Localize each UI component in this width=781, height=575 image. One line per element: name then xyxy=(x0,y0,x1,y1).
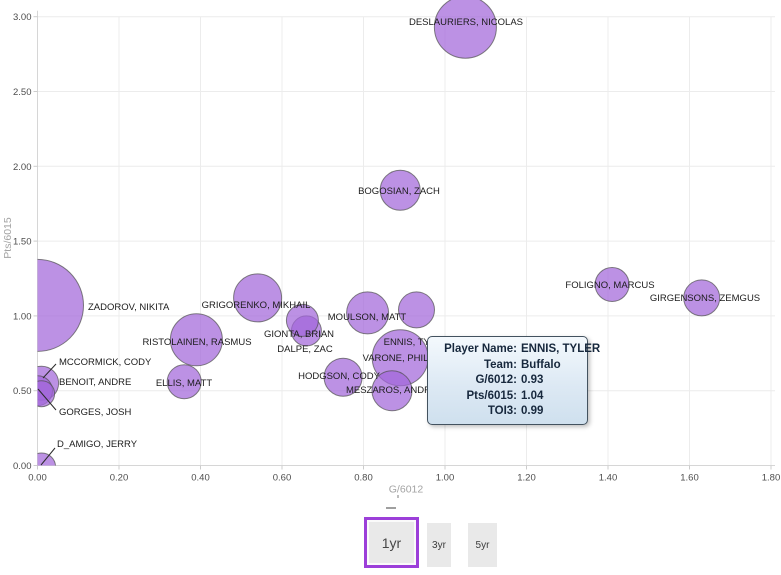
bubble-label: BOGOSIAN, ZACH xyxy=(358,186,440,197)
y-axis-title: Pts/6015 xyxy=(2,217,14,259)
bubble-gionta-brian[interactable] xyxy=(285,303,319,337)
bubble-moulson-matt[interactable] xyxy=(346,291,390,335)
bubble-ellis-matt[interactable] xyxy=(166,364,202,400)
bubble-label: HODGSON, CODY xyxy=(298,371,380,382)
bubble-label: GIONTA, BRIAN xyxy=(264,329,334,340)
axis-ticks: 0.00 0.20 0.40 0.60 0.80 1.00 1.20 1.40 1.60 1.80… xyxy=(13,12,780,483)
tooltip-value: ENNIS, TYLER xyxy=(521,343,601,355)
bubble-ennis-tyler[interactable] xyxy=(398,291,435,329)
y-tick-label: 0.50 xyxy=(13,386,32,397)
bubble-deslauriers-nicolas[interactable] xyxy=(433,0,497,59)
tooltip-row: Team: Buffalo xyxy=(433,358,580,374)
x-tick-label: 0.80 xyxy=(354,473,373,484)
bubble-meszaros-andrej[interactable] xyxy=(371,370,413,412)
bubble-label: GRIGORENKO, MIKHAIL xyxy=(202,300,311,311)
leader-lines xyxy=(37,363,57,466)
gridlines xyxy=(37,16,775,466)
x-tick-label: 0.40 xyxy=(191,473,210,484)
tooltip-label: Pts/6015: xyxy=(466,389,517,402)
tooltip-value: 0.93 xyxy=(521,374,544,387)
y-tick-label: 1.50 xyxy=(13,237,32,248)
bubble-girgensons-zemgus[interactable] xyxy=(683,279,721,317)
bubble-labels: ZADOROV, NIKITA DESLAURIERS, NICOLAS BOGOS… xyxy=(57,17,760,450)
period-button-5yr[interactable]: 5yr xyxy=(468,523,497,567)
bubble-hodgson-cody[interactable] xyxy=(323,357,363,397)
bubble-label: DESLAURIERS, NICOLAS xyxy=(409,17,523,28)
y-tick-label: 3.00 xyxy=(13,12,32,23)
divider-dot xyxy=(397,495,399,498)
period-button-3yr[interactable]: 3yr xyxy=(427,523,451,567)
leader-line xyxy=(42,363,57,379)
tooltip-row: TOI3: 0.99 xyxy=(433,404,580,420)
bubble-label: BENOIT, ANDRE xyxy=(59,377,131,388)
divider-handle[interactable] xyxy=(386,507,396,509)
x-tick-label: 1.00 xyxy=(436,473,455,484)
bubble-label: ENNIS, TYLER xyxy=(384,337,449,348)
leader-line xyxy=(40,447,56,466)
x-tick-label: 0.20 xyxy=(110,473,129,484)
x-tick-label: 1.20 xyxy=(517,473,536,484)
bubble-label: ELLIS, MATT xyxy=(156,378,213,389)
bubble-d-amigo-jerry[interactable] xyxy=(28,452,57,481)
x-axis-title: G/6012 xyxy=(389,484,424,496)
leader-line xyxy=(37,388,57,411)
bubble-label: DALPE, ZAC xyxy=(277,344,333,355)
bubble-label: D_AMIGO, JERRY xyxy=(57,439,138,450)
y-tick-label: 1.00 xyxy=(13,311,32,322)
tooltip-value: 1.04 xyxy=(521,389,544,402)
tooltip-row: Pts/6015: 1.04 xyxy=(433,389,580,405)
tooltip-row: Player Name: ENNIS, TYLER xyxy=(433,342,600,358)
x-tick-label: 1.80 xyxy=(762,473,781,484)
period-button-1yr[interactable]: 1yr xyxy=(364,517,419,568)
tooltip-value: 0.99 xyxy=(521,405,544,418)
x-tick-label: 0.60 xyxy=(273,473,292,484)
bubble-label: MOULSON, MATT xyxy=(328,312,407,323)
bubble-label: GIRGENSONS, ZEMGUS xyxy=(650,293,760,304)
tooltip-row: G/6012: 0.93 xyxy=(433,373,580,389)
tooltip-label: Player Name: xyxy=(444,343,517,355)
bubbles-layer xyxy=(0,0,721,481)
bubble-gorges-josh[interactable] xyxy=(29,380,56,408)
bubble-bogosian-zach[interactable] xyxy=(379,169,421,211)
y-tick-label: 2.00 xyxy=(13,162,32,173)
bubble-grigorenko-mikhail[interactable] xyxy=(233,273,283,323)
tooltip-value: Buffalo xyxy=(521,358,561,371)
tooltip-label: Team: xyxy=(483,358,517,371)
bubble-label: MESZAROS, ANDREJ xyxy=(346,385,442,396)
bubble-label: RISTOLAINEN, RASMUS xyxy=(142,337,251,348)
bubble-label: FOLIGNO, MARCUS xyxy=(565,280,654,291)
bubble-label: ZADOROV, NIKITA xyxy=(88,302,170,313)
x-tick-label: 0.00 xyxy=(28,473,47,484)
bubble-foligno-marcus[interactable] xyxy=(594,267,630,302)
tooltip-label: G/6012: xyxy=(475,374,517,387)
y-tick-label: 2.50 xyxy=(13,87,32,98)
bubble-chart-svg: ZADOROV, NIKITA DESLAURIERS, NICOLAS BOGOS… xyxy=(0,0,780,496)
bubble-label: MCCORMICK, CODY xyxy=(59,357,152,368)
bubble-label: VARONE, PHILIP xyxy=(363,353,438,364)
player-tooltip: Player Name: ENNIS, TYLER Team: Buffalo … xyxy=(427,336,600,425)
tooltip-label: TOI3: xyxy=(487,405,517,418)
x-tick-label: 1.40 xyxy=(599,473,618,484)
bubble-chart: ZADOROV, NIKITA DESLAURIERS, NICOLAS BOGOS… xyxy=(0,0,780,496)
y-tick-label: 0.00 xyxy=(13,461,32,472)
x-tick-label: 1.60 xyxy=(680,473,699,484)
bubble-zadorov-nikita[interactable] xyxy=(0,258,84,352)
bubble-ristolainen-rasmus[interactable] xyxy=(169,313,223,367)
bubble-label: GORGES, JOSH xyxy=(59,407,131,418)
